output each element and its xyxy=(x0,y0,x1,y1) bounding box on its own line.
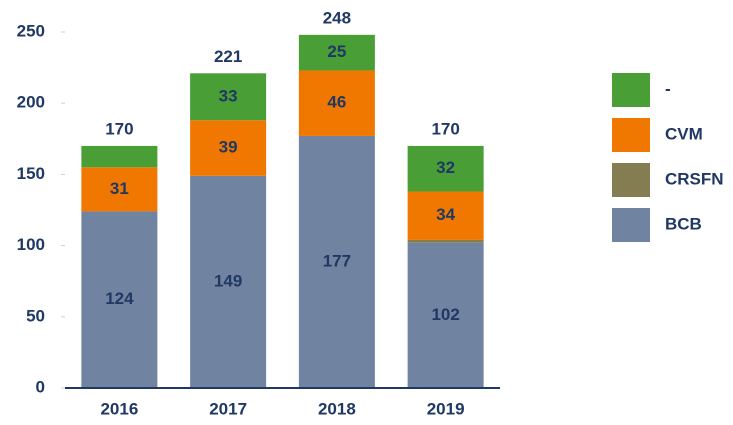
data-label: 149 xyxy=(214,271,242,290)
data-label: 31 xyxy=(110,179,129,198)
x-tick-label: 2016 xyxy=(100,399,138,418)
total-label: 248 xyxy=(323,8,351,27)
bar-segment xyxy=(81,167,158,212)
legend-swatch xyxy=(612,163,650,197)
bar-segment xyxy=(407,191,484,240)
data-label: 39 xyxy=(219,138,238,157)
total-label: 221 xyxy=(214,47,242,66)
bar-segment xyxy=(298,135,375,388)
bar-segment xyxy=(298,70,375,136)
legend-label: - xyxy=(665,79,671,98)
data-label: 102 xyxy=(431,305,459,324)
x-tick-label: 2017 xyxy=(209,399,247,418)
bar-segment xyxy=(190,73,267,121)
y-tick-label: 200 xyxy=(17,93,45,112)
data-label: 46 xyxy=(327,93,346,112)
legend-label: BCB xyxy=(665,214,702,233)
legend-swatch xyxy=(612,118,650,152)
total-label: 170 xyxy=(105,119,133,138)
legend-label: CVM xyxy=(665,124,703,143)
bar-segment xyxy=(81,211,158,388)
y-tick-label: 150 xyxy=(17,164,45,183)
x-tick-label: 2018 xyxy=(318,399,356,418)
legend-swatch xyxy=(612,208,650,242)
y-tick-label: 250 xyxy=(17,21,45,40)
data-label: 25 xyxy=(327,42,346,61)
bar-segment xyxy=(407,145,484,192)
y-tick-label: 0 xyxy=(36,377,45,396)
bar-segment xyxy=(190,175,267,388)
bar-segment xyxy=(407,242,484,388)
data-label: 32 xyxy=(436,158,455,177)
bar-segment xyxy=(81,145,158,168)
y-tick-label: 50 xyxy=(26,306,45,325)
total-label: 170 xyxy=(431,119,459,138)
legend-label: CRSFN xyxy=(665,169,724,188)
x-tick-label: 2019 xyxy=(427,399,465,418)
bar-segment xyxy=(298,34,375,71)
y-tick-label: 100 xyxy=(17,235,45,254)
data-label: 33 xyxy=(219,86,238,105)
bar-segment xyxy=(190,120,267,176)
data-label: 177 xyxy=(323,251,351,270)
bar-segment xyxy=(407,239,484,243)
legend-swatch xyxy=(612,73,650,107)
data-label: 34 xyxy=(436,205,455,224)
data-label: 124 xyxy=(105,289,134,308)
